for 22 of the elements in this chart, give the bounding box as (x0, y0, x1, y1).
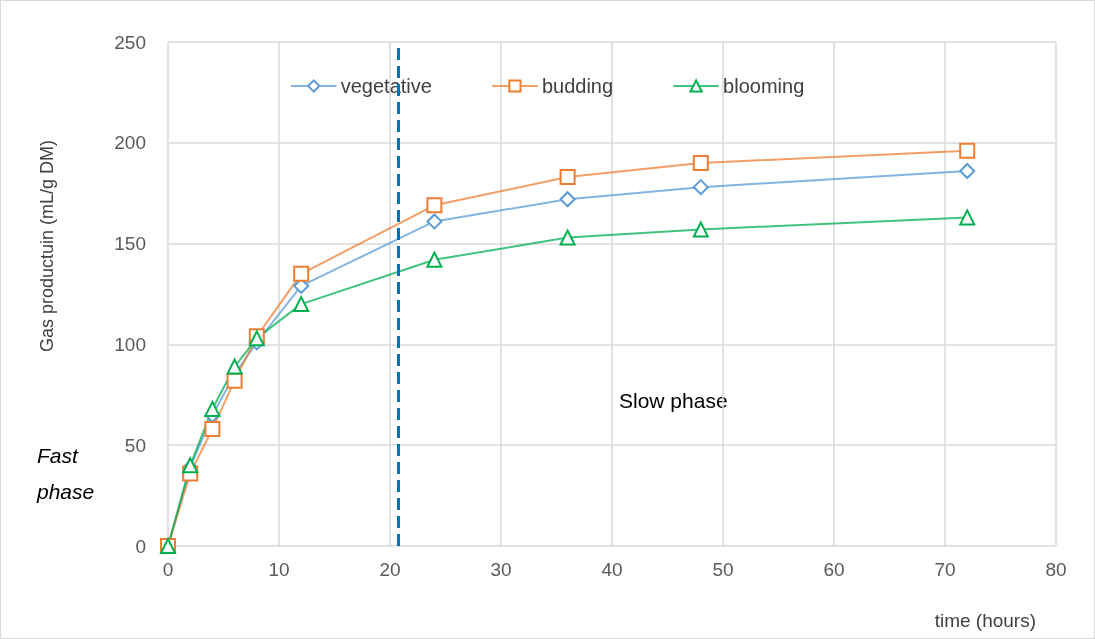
x-tick-label: 60 (823, 559, 845, 580)
legend-label: blooming (723, 75, 805, 97)
x-tick-label: 20 (379, 559, 401, 580)
y-tick-label: 200 (114, 132, 146, 154)
x-tick-label: 70 (934, 559, 956, 580)
text: Fast phase (36, 443, 95, 503)
y-tick-label: 50 (124, 434, 146, 456)
legend-label: budding (541, 75, 614, 97)
annotation: Slow phase (619, 388, 728, 412)
x-tick-label: 0 (162, 559, 174, 580)
y-axis-title: Gas productuin (mL/g DM) (37, 139, 57, 353)
x-tick-label: 30 (490, 559, 512, 580)
x-tick-label: 40 (601, 559, 623, 580)
y-tick-label: 250 (114, 31, 146, 53)
legend-label: vegetative (340, 75, 432, 97)
y-tick-label: 0 (135, 535, 146, 557)
x-tick-label: 50 (712, 559, 734, 580)
x-tick-label: 10 (268, 559, 290, 580)
y-tick-label: 150 (114, 233, 146, 255)
x-axis-title: time (hours) (934, 610, 1036, 631)
y-tick-label: 100 (114, 333, 146, 355)
x-tick-label: 80 (1045, 559, 1067, 580)
